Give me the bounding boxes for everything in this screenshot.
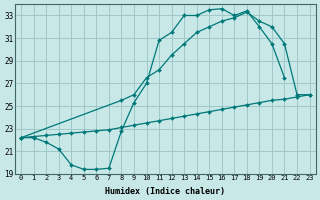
X-axis label: Humidex (Indice chaleur): Humidex (Indice chaleur)	[105, 187, 225, 196]
